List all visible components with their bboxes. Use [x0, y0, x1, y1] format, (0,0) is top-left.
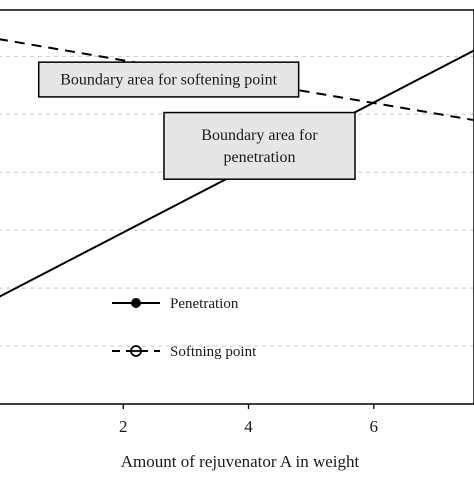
- plot-border: [0, 9, 474, 405]
- annotation-label-0-0: Boundary area for softening point: [60, 72, 277, 89]
- annotation-label-1-1: penetration: [224, 149, 296, 166]
- x-tick-label-2: 6: [370, 417, 379, 436]
- x-axis-title: Amount of rejuvenator A in weight: [121, 452, 360, 471]
- x-tick-label-1: 4: [244, 417, 253, 436]
- annotation-box-0: [37, 61, 300, 98]
- legend-label-0: Penetration: [170, 296, 239, 312]
- annotation-label-1-0: Boundary area for: [201, 127, 318, 144]
- legend-label-1: Softning point: [170, 344, 257, 360]
- x-tick-label-0: 2: [119, 417, 128, 436]
- annotation-box-1: [163, 111, 356, 180]
- legend-marker-0: [131, 298, 141, 308]
